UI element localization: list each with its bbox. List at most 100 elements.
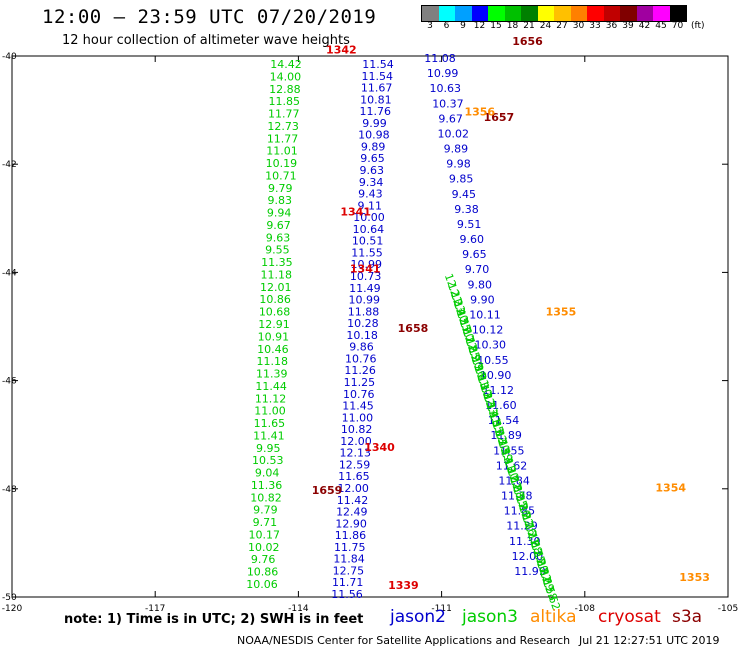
jason3-track-value: 9.76	[251, 553, 276, 566]
jason2-track-value: 10.90	[480, 369, 512, 382]
jason2-track-value: 9.67	[438, 112, 463, 125]
jason3-track-value: 10.86	[247, 566, 279, 579]
jason2-track-value: 10.37	[432, 97, 464, 110]
jason2-track-value: 9.85	[449, 173, 474, 186]
jason2-track-value: 11.89	[490, 429, 522, 442]
jason3-track-value: 9.67	[266, 219, 291, 232]
legend-jason3: jason3	[462, 607, 518, 627]
jason2-track-value: 11.56	[331, 588, 363, 601]
jason2-track-value: 11.00	[342, 411, 374, 424]
jason2-track-value: 11.55	[493, 444, 525, 457]
lat-tick-label: -44	[2, 268, 17, 278]
cryosat-orbit-label: 1340	[364, 441, 395, 454]
jason3-track-value: 12.73	[267, 120, 299, 133]
jason2-track-value: 11.86	[335, 529, 367, 542]
jason2-track-value: 9.60	[460, 233, 485, 246]
jason3-track-value: 14.00	[270, 70, 302, 83]
jason2-track-value: 11.75	[334, 541, 366, 554]
lon-tick-label: -114	[288, 604, 309, 614]
color-swatch	[471, 6, 488, 21]
color-scale-label: 12	[473, 21, 486, 31]
jason2-track-value: 10.98	[358, 129, 390, 142]
lat-tick-label: -50	[2, 593, 17, 603]
lon-tick-label: -111	[431, 604, 451, 614]
jason3-track-value: 11.00	[254, 405, 286, 418]
jason2-track-value: 10.28	[347, 317, 379, 330]
jason3-track-value: 11.18	[257, 355, 289, 368]
jason3-track-value: 11.44	[255, 380, 287, 393]
jason3-track-value: 10.17	[249, 528, 281, 541]
jason2-track-value: 10.73	[350, 270, 382, 283]
jason2-track-value: 11.42	[337, 494, 369, 507]
jason2-track-value: 9.38	[454, 203, 479, 216]
jason2-track-value: 11.71	[332, 576, 364, 589]
jason3-track-value: 12.88	[269, 83, 301, 96]
color-swatch	[422, 6, 439, 21]
jason2-track-value: 12.90	[335, 517, 367, 530]
jason3-track-value: 9.55	[265, 244, 290, 257]
jason2-track-value: 11.45	[342, 400, 374, 413]
jason2-track-value: 11.08	[424, 52, 456, 65]
jason2-track-value: 10.11	[469, 309, 501, 322]
jason3-track-value: 14.42	[270, 58, 302, 71]
cryosat-orbit-label: 1341	[340, 206, 371, 219]
color-swatch	[455, 6, 472, 21]
jason3-track-value: 10.19	[266, 157, 298, 170]
jason3-track-value: 11.12	[255, 392, 287, 405]
lon-tick-label: -120	[2, 604, 23, 614]
altika-orbit-label: 1355	[546, 306, 577, 319]
jason2-track-value: 11.76	[359, 105, 391, 118]
generation-timestamp: Jul 21 12:27:51 UTC 2019	[579, 634, 720, 647]
jason2-track-value: 11.84	[333, 553, 365, 566]
color-scale-label: 27	[556, 21, 568, 31]
color-scale-label: 3	[427, 21, 433, 31]
jason3-track-value: 9.95	[256, 442, 281, 455]
jason2-track-value: 12.13	[340, 447, 372, 460]
s3a-orbit-label: 1656	[512, 35, 543, 48]
jason3-track-value: 9.04	[255, 467, 280, 480]
color-scale-label: 24	[539, 21, 552, 31]
jason2-track-value: 10.55	[477, 354, 509, 367]
lon-tick-label: -108	[575, 604, 596, 614]
lon-tick-label: -117	[145, 604, 165, 614]
color-swatch	[438, 6, 455, 21]
jason2-track-value: 9.99	[362, 117, 387, 130]
cryosat-orbit-label: 1342	[326, 43, 357, 56]
jason2-track-value: 10.18	[346, 329, 378, 342]
color-scale-label: 21	[523, 21, 535, 31]
jason2-track-value: 11.78	[501, 490, 533, 503]
lat-tick-label: -48	[2, 485, 17, 495]
jason2-track-value: 12.00	[340, 435, 372, 448]
lat-tick-label: -40	[2, 52, 17, 62]
jason3-track-value: 10.53	[252, 454, 284, 467]
s3a-orbit-label: 1658	[398, 322, 429, 335]
jason2-track-value: 10.81	[360, 93, 392, 106]
jason3-track-value: 10.82	[250, 491, 282, 504]
altika-orbit-label: 1356	[464, 106, 495, 119]
jason2-track-value: 11.25	[344, 376, 376, 389]
jason2-track-value: 11.67	[361, 82, 393, 95]
color-scale-label: 18	[506, 21, 519, 31]
color-scale-label: 42	[638, 21, 651, 31]
color-swatch	[537, 6, 554, 21]
jason2-track-value: 11.60	[485, 399, 517, 412]
jason2-track-value: 11.55	[351, 246, 383, 259]
legend-jason2: jason2	[390, 607, 446, 627]
jason2-track-value: 9.98	[446, 158, 471, 171]
legend-altika: altika	[530, 607, 577, 627]
footer-note: note: 1) Time is in UTC; 2) SWH is in fe…	[64, 612, 364, 627]
map-frame	[11, 55, 729, 598]
cryosat-orbit-label: 1339	[388, 579, 419, 592]
jason3-track-value: 9.63	[266, 231, 291, 244]
jason3-track-value: 11.36	[251, 479, 283, 492]
jason2-track-value: 11.30	[509, 535, 541, 548]
jason2-track-value: 11.29	[506, 520, 538, 533]
jason3-track-value: 9.83	[267, 194, 292, 207]
lon-tick-label: -105	[718, 604, 738, 614]
jason2-track-value: 11.65	[338, 470, 370, 483]
color-scale-label: 9	[460, 21, 466, 31]
jason2-track-value: 12.75	[333, 564, 365, 577]
altika-orbit-label: 1353	[679, 571, 710, 584]
jason2-track-value: 9.80	[467, 278, 492, 291]
